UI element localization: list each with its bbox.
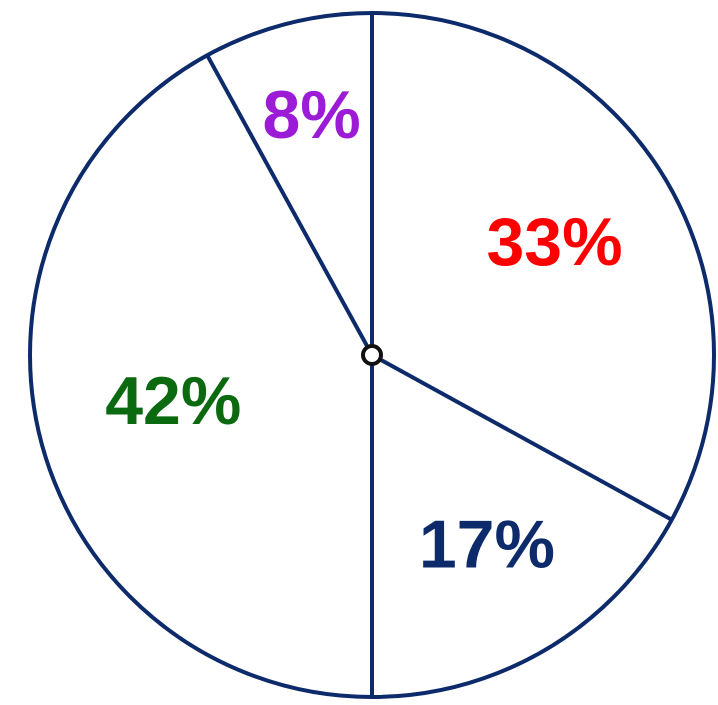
slice-label: 8% xyxy=(262,77,360,153)
slice-label: 17% xyxy=(419,506,555,582)
slice-divider xyxy=(205,54,374,356)
pie-slice xyxy=(29,55,372,698)
slice-label: 33% xyxy=(486,204,622,280)
slices-layer xyxy=(29,13,715,698)
slice-divider xyxy=(371,353,673,522)
pie-center-marker xyxy=(361,344,383,366)
slice-dividers xyxy=(205,13,673,697)
slice-label: 42% xyxy=(105,363,241,439)
pie-slice xyxy=(207,13,372,355)
pie-outline xyxy=(28,11,716,699)
slice-labels: 33% 17% 42% 8% xyxy=(105,77,622,582)
pie-slice xyxy=(372,13,715,520)
